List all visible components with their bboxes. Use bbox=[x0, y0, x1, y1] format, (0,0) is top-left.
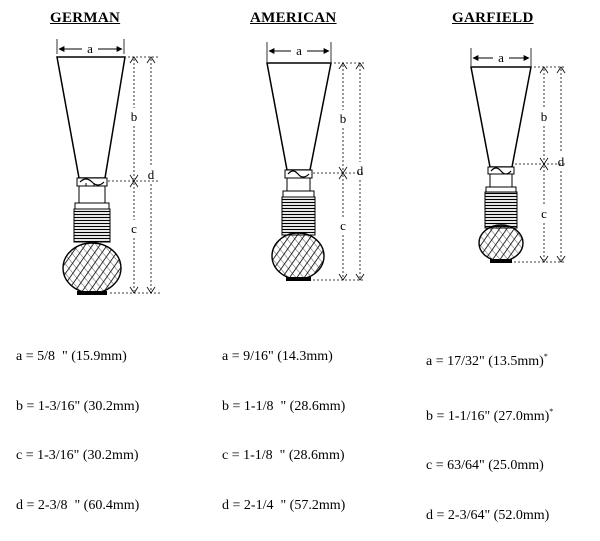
measurement-row: b = 1-3/16" (30.2mm) bbox=[16, 398, 140, 414]
measurement-row: b = 1-1/16" (27.0mm)* bbox=[426, 406, 554, 424]
reed-german: a b c d bbox=[56, 39, 160, 295]
reed-american-dims bbox=[313, 62, 365, 281]
reed-american-wire-top bbox=[284, 169, 313, 179]
measurement-row: a = 17/32" (13.5mm)* bbox=[426, 352, 548, 369]
reed-american-coil bbox=[281, 196, 316, 236]
reed-german-dim-a: a bbox=[56, 39, 125, 56]
measurement-row: d = 2-1/4 " (57.2mm) bbox=[222, 497, 346, 513]
reed-american-label-d: d bbox=[357, 163, 364, 178]
title-german: GERMAN bbox=[50, 10, 121, 26]
title-garfield: GARFIELD bbox=[452, 10, 534, 26]
reed-german-label-c: c bbox=[131, 221, 137, 236]
measurement-row: d = 2-3/64" (52.0mm) bbox=[426, 507, 550, 523]
measurement-row: b = 1-1/8 " (28.6mm) bbox=[222, 398, 346, 414]
reed-american-dim-a: a bbox=[266, 42, 332, 62]
measurement-row: c = 1-1/8 " (28.6mm) bbox=[222, 448, 345, 463]
measurements-garfield: a = 17/32" (13.5mm)* b = 1-1/16" (27.0mm… bbox=[426, 316, 553, 541]
reed-american-blade bbox=[266, 62, 332, 171]
reed-american: a b c d bbox=[266, 42, 365, 281]
reed-american-label-b: b bbox=[340, 111, 347, 126]
reed-german-label-b: b bbox=[131, 109, 138, 124]
measurement-row: a = 5/8 " (15.9mm) bbox=[16, 349, 127, 364]
reed-garfield: a b c d bbox=[470, 48, 566, 263]
reed-american-label-c: c bbox=[340, 218, 346, 233]
reed-garfield-coil bbox=[484, 191, 518, 229]
measurement-row: c = 63/64" (25.0mm) bbox=[426, 458, 544, 473]
reed-german-coil bbox=[73, 208, 111, 243]
reed-garfield-blade bbox=[470, 66, 532, 168]
reed-garfield-dims bbox=[514, 66, 566, 263]
measurement-row: d = 2-3/8 " (60.4mm) bbox=[16, 497, 140, 513]
reed-garfield-label-c: c bbox=[541, 206, 547, 221]
reed-garfield-label-d: d bbox=[558, 154, 565, 169]
measurements-german: a = 5/8 " (15.9mm) b = 1-3/16" (30.2mm) … bbox=[16, 316, 139, 531]
reed-german-blade bbox=[56, 56, 126, 179]
reed-garfield-label-b: b bbox=[541, 109, 548, 124]
reed-garfield-wire-top bbox=[487, 166, 515, 175]
reed-garfield-label-a: a bbox=[498, 50, 504, 65]
measurements-american: a = 9/16" (14.3mm) b = 1-1/8 " (28.6mm) … bbox=[222, 316, 345, 531]
measurement-row: c = 1-3/16" (30.2mm) bbox=[16, 448, 139, 463]
reed-garfield-dim-a: a bbox=[470, 48, 532, 66]
reed-german-label-a: a bbox=[87, 41, 93, 56]
footnote-mark: * bbox=[543, 352, 548, 361]
reed-german-label-d: d bbox=[148, 167, 155, 182]
measurement-row: a = 9/16" (14.3mm) bbox=[222, 349, 333, 364]
footnote-mark: * bbox=[549, 406, 554, 416]
reed-diagram: a b c d bbox=[56, 39, 566, 295]
reed-american-label-a: a bbox=[296, 43, 302, 58]
title-american: AMERICAN bbox=[250, 10, 337, 26]
reed-german-dims bbox=[108, 56, 160, 294]
